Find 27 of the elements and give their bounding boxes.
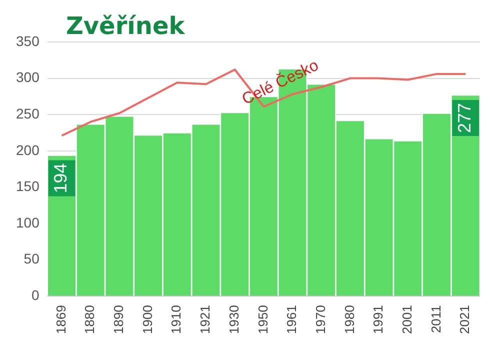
x-tick-label: 2001: [399, 305, 414, 334]
x-tick-label: 1970: [312, 305, 328, 334]
x-tick-label: 2011: [428, 305, 444, 334]
x-tick-label: 1900: [140, 305, 155, 334]
x-tick-label: 1950: [255, 305, 270, 334]
y-tick-label: 150: [16, 178, 40, 194]
x-tick-label: 1910: [168, 305, 184, 334]
text: Celé Česko: [239, 56, 322, 108]
chart-title: Zvěřínek: [66, 12, 185, 40]
x-tick-label: 1961: [284, 305, 300, 334]
y-tick-label: 200: [16, 142, 40, 158]
data-label: 194: [50, 163, 71, 194]
data-label: 277: [454, 102, 475, 134]
y-tick-label: 250: [16, 105, 40, 122]
x-tick-label: 1930: [226, 305, 242, 334]
y-tick-label: 0: [32, 286, 40, 303]
y-tick-label: 350: [16, 32, 40, 49]
x-tick-label: 1921: [198, 305, 213, 334]
x-tick-label: 1869: [53, 305, 68, 334]
x-tick-label: 2021: [457, 305, 472, 334]
y-tick-label: 50: [24, 250, 40, 267]
y-tick-label: 300: [16, 69, 40, 86]
x-tick-label: 1991: [370, 305, 386, 334]
x-tick-label: 1890: [111, 305, 126, 334]
x-tick-label: 1880: [82, 305, 98, 334]
y-tick-label: 100: [16, 214, 40, 230]
x-tick-label: 1980: [342, 305, 357, 334]
